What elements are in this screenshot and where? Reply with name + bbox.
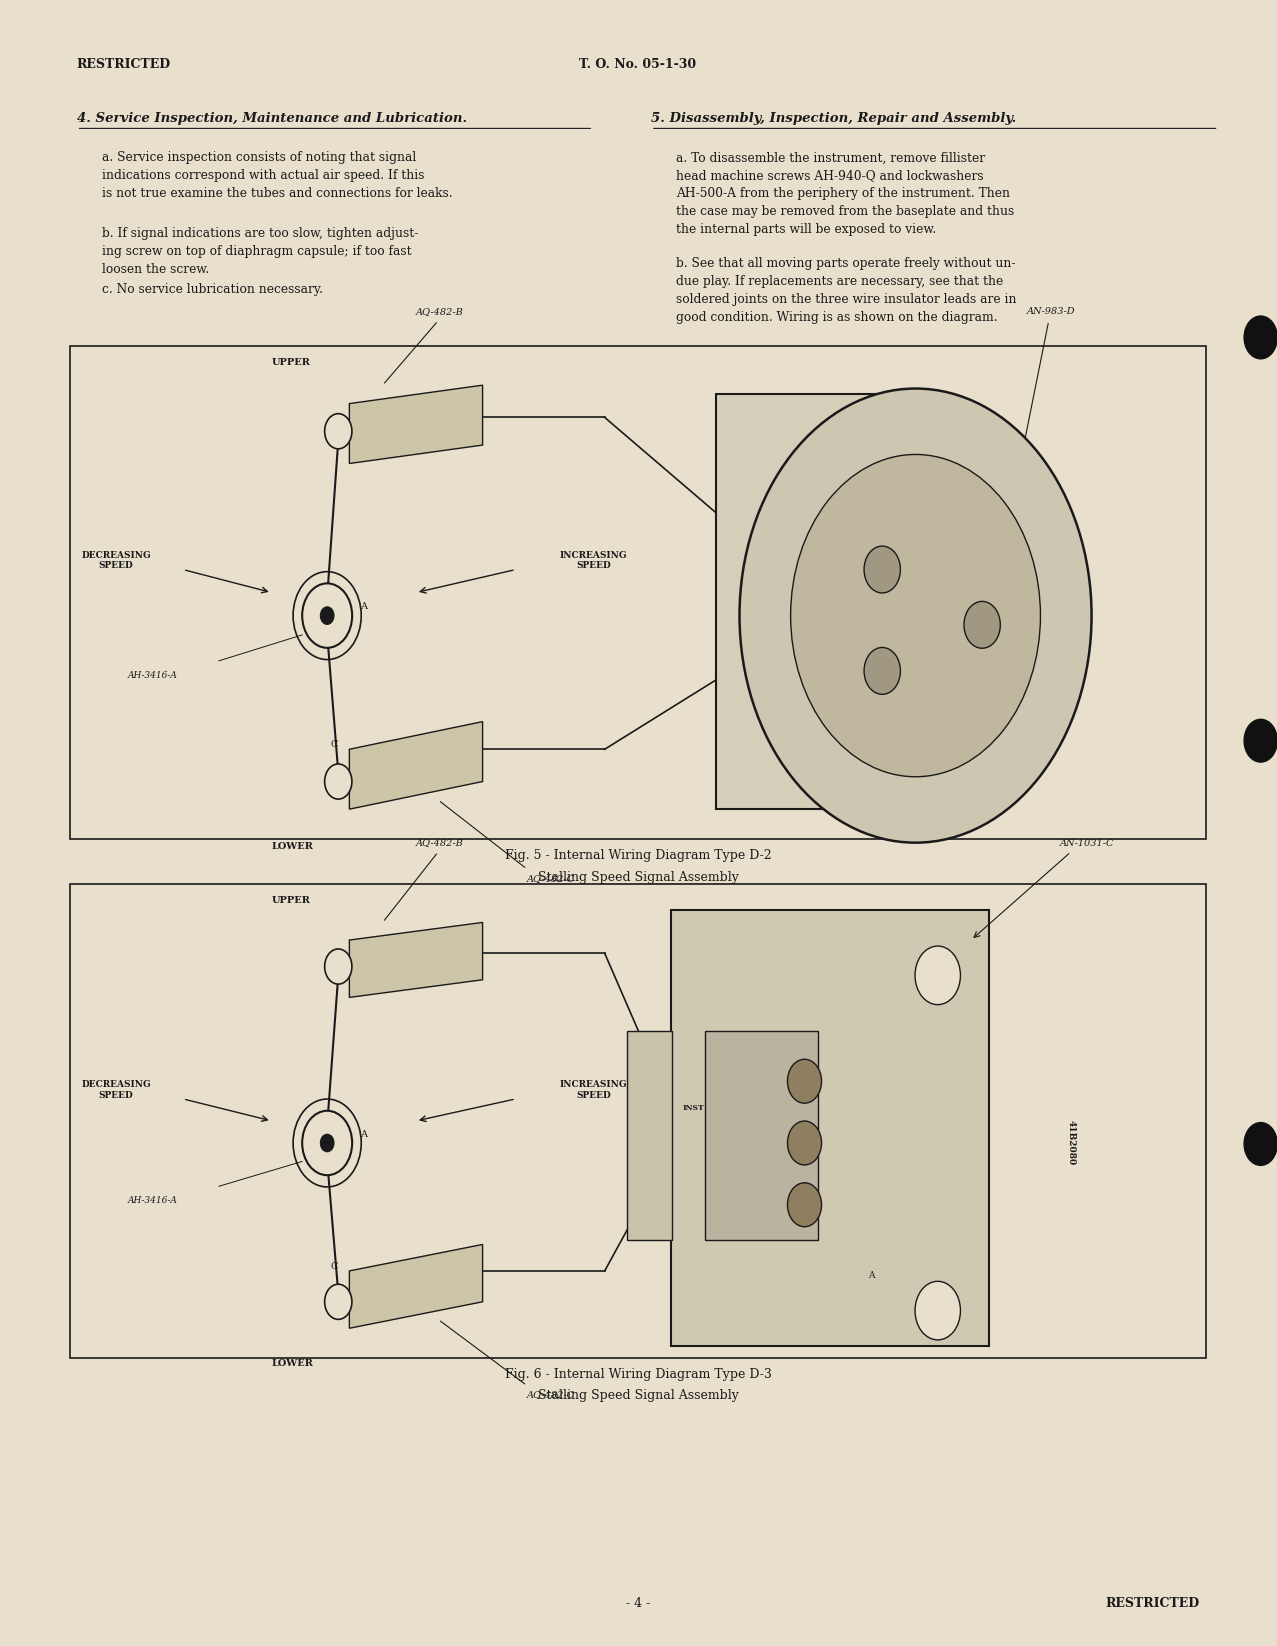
Circle shape — [321, 1134, 335, 1152]
Bar — [672, 910, 990, 1346]
Text: LOWER: LOWER — [272, 841, 314, 851]
Circle shape — [865, 546, 900, 593]
Text: RESTRICTED: RESTRICTED — [77, 58, 171, 71]
Circle shape — [916, 946, 960, 1004]
Text: Stalling Speed Signal Assembly: Stalling Speed Signal Assembly — [538, 1389, 738, 1402]
Circle shape — [1244, 719, 1277, 762]
Circle shape — [739, 388, 1092, 843]
Text: A: A — [360, 602, 368, 611]
Bar — [70, 884, 1205, 1358]
Text: T. O. No. 05-1-30: T. O. No. 05-1-30 — [580, 58, 696, 71]
Text: UPPER: UPPER — [272, 357, 310, 367]
Circle shape — [303, 1111, 352, 1175]
Circle shape — [303, 583, 352, 649]
Text: AH-3416-A: AH-3416-A — [128, 1197, 178, 1205]
Bar — [715, 395, 875, 810]
Text: AQ-482-C: AQ-482-C — [527, 1389, 575, 1399]
Text: RESTRICTED: RESTRICTED — [1106, 1597, 1199, 1610]
Bar — [627, 1032, 672, 1239]
Circle shape — [790, 454, 1041, 777]
Text: A: A — [937, 566, 944, 573]
Text: AQ-482-C: AQ-482-C — [527, 874, 575, 882]
Text: b. If signal indications are too slow, tighten adjust-
ing screw on top of diaph: b. If signal indications are too slow, t… — [102, 227, 419, 277]
Text: AQ-482-B: AQ-482-B — [416, 838, 464, 848]
Polygon shape — [350, 1244, 483, 1328]
Text: DECREASING
SPEED: DECREASING SPEED — [82, 1080, 151, 1100]
Text: A: A — [360, 1129, 368, 1139]
Text: DECREASING
SPEED: DECREASING SPEED — [82, 551, 151, 570]
Text: UPPER: UPPER — [272, 895, 310, 905]
Polygon shape — [350, 922, 483, 997]
Circle shape — [324, 764, 352, 798]
Text: AN-983-D: AN-983-D — [1027, 306, 1075, 316]
Text: A: A — [868, 1271, 875, 1281]
Text: 4. Service Inspection, Maintenance and Lubrication.: 4. Service Inspection, Maintenance and L… — [77, 112, 466, 125]
Text: INCREASING
SPEED: INCREASING SPEED — [559, 551, 627, 570]
Circle shape — [788, 1183, 821, 1226]
Text: - 4 -: - 4 - — [626, 1597, 650, 1610]
Text: b. See that all moving parts operate freely without un-
due play. If replacement: b. See that all moving parts operate fre… — [677, 257, 1016, 324]
Polygon shape — [350, 721, 483, 810]
Circle shape — [324, 1284, 352, 1320]
Text: AN-1031-C: AN-1031-C — [1060, 838, 1115, 848]
Circle shape — [865, 647, 900, 695]
Circle shape — [321, 607, 335, 624]
Text: C: C — [331, 1262, 338, 1271]
Circle shape — [1244, 316, 1277, 359]
Text: B: B — [937, 677, 944, 685]
Circle shape — [964, 601, 1000, 649]
Circle shape — [1244, 1123, 1277, 1165]
Text: AH-3416-A: AH-3416-A — [128, 672, 178, 680]
Text: INST: INST — [816, 593, 838, 601]
Circle shape — [916, 1281, 960, 1340]
Text: C: C — [331, 741, 338, 749]
Circle shape — [324, 950, 352, 984]
Text: Fig. 5 - Internal Wiring Diagram Type D-2: Fig. 5 - Internal Wiring Diagram Type D-… — [504, 849, 771, 863]
Text: B: B — [331, 441, 338, 449]
Text: a. To disassemble the instrument, remove fillister
head machine screws AH-940-Q : a. To disassemble the instrument, remove… — [677, 151, 1014, 237]
Text: 5. Disassembly, Inspection, Repair and Assembly.: 5. Disassembly, Inspection, Repair and A… — [651, 112, 1016, 125]
Text: INST: INST — [683, 1104, 705, 1111]
Text: Fig. 6 - Internal Wiring Diagram Type D-3: Fig. 6 - Internal Wiring Diagram Type D-… — [504, 1368, 771, 1381]
Circle shape — [324, 413, 352, 449]
Text: INCREASING
SPEED: INCREASING SPEED — [559, 1080, 627, 1100]
Text: LOWER: LOWER — [272, 1360, 314, 1368]
Text: 41B2080: 41B2080 — [1066, 1121, 1075, 1165]
Text: c. No service lubrication necessary.: c. No service lubrication necessary. — [102, 283, 323, 296]
Bar — [705, 1032, 819, 1239]
Text: C: C — [1004, 621, 1010, 629]
Text: B: B — [331, 976, 338, 984]
Circle shape — [788, 1121, 821, 1165]
Bar — [70, 346, 1205, 839]
Text: Stalling Speed Signal Assembly: Stalling Speed Signal Assembly — [538, 871, 738, 884]
Circle shape — [788, 1060, 821, 1103]
Text: AQ-482-B: AQ-482-B — [416, 306, 464, 316]
Polygon shape — [350, 385, 483, 464]
Text: a. Service inspection consists of noting that signal
indications correspond with: a. Service inspection consists of noting… — [102, 151, 453, 201]
